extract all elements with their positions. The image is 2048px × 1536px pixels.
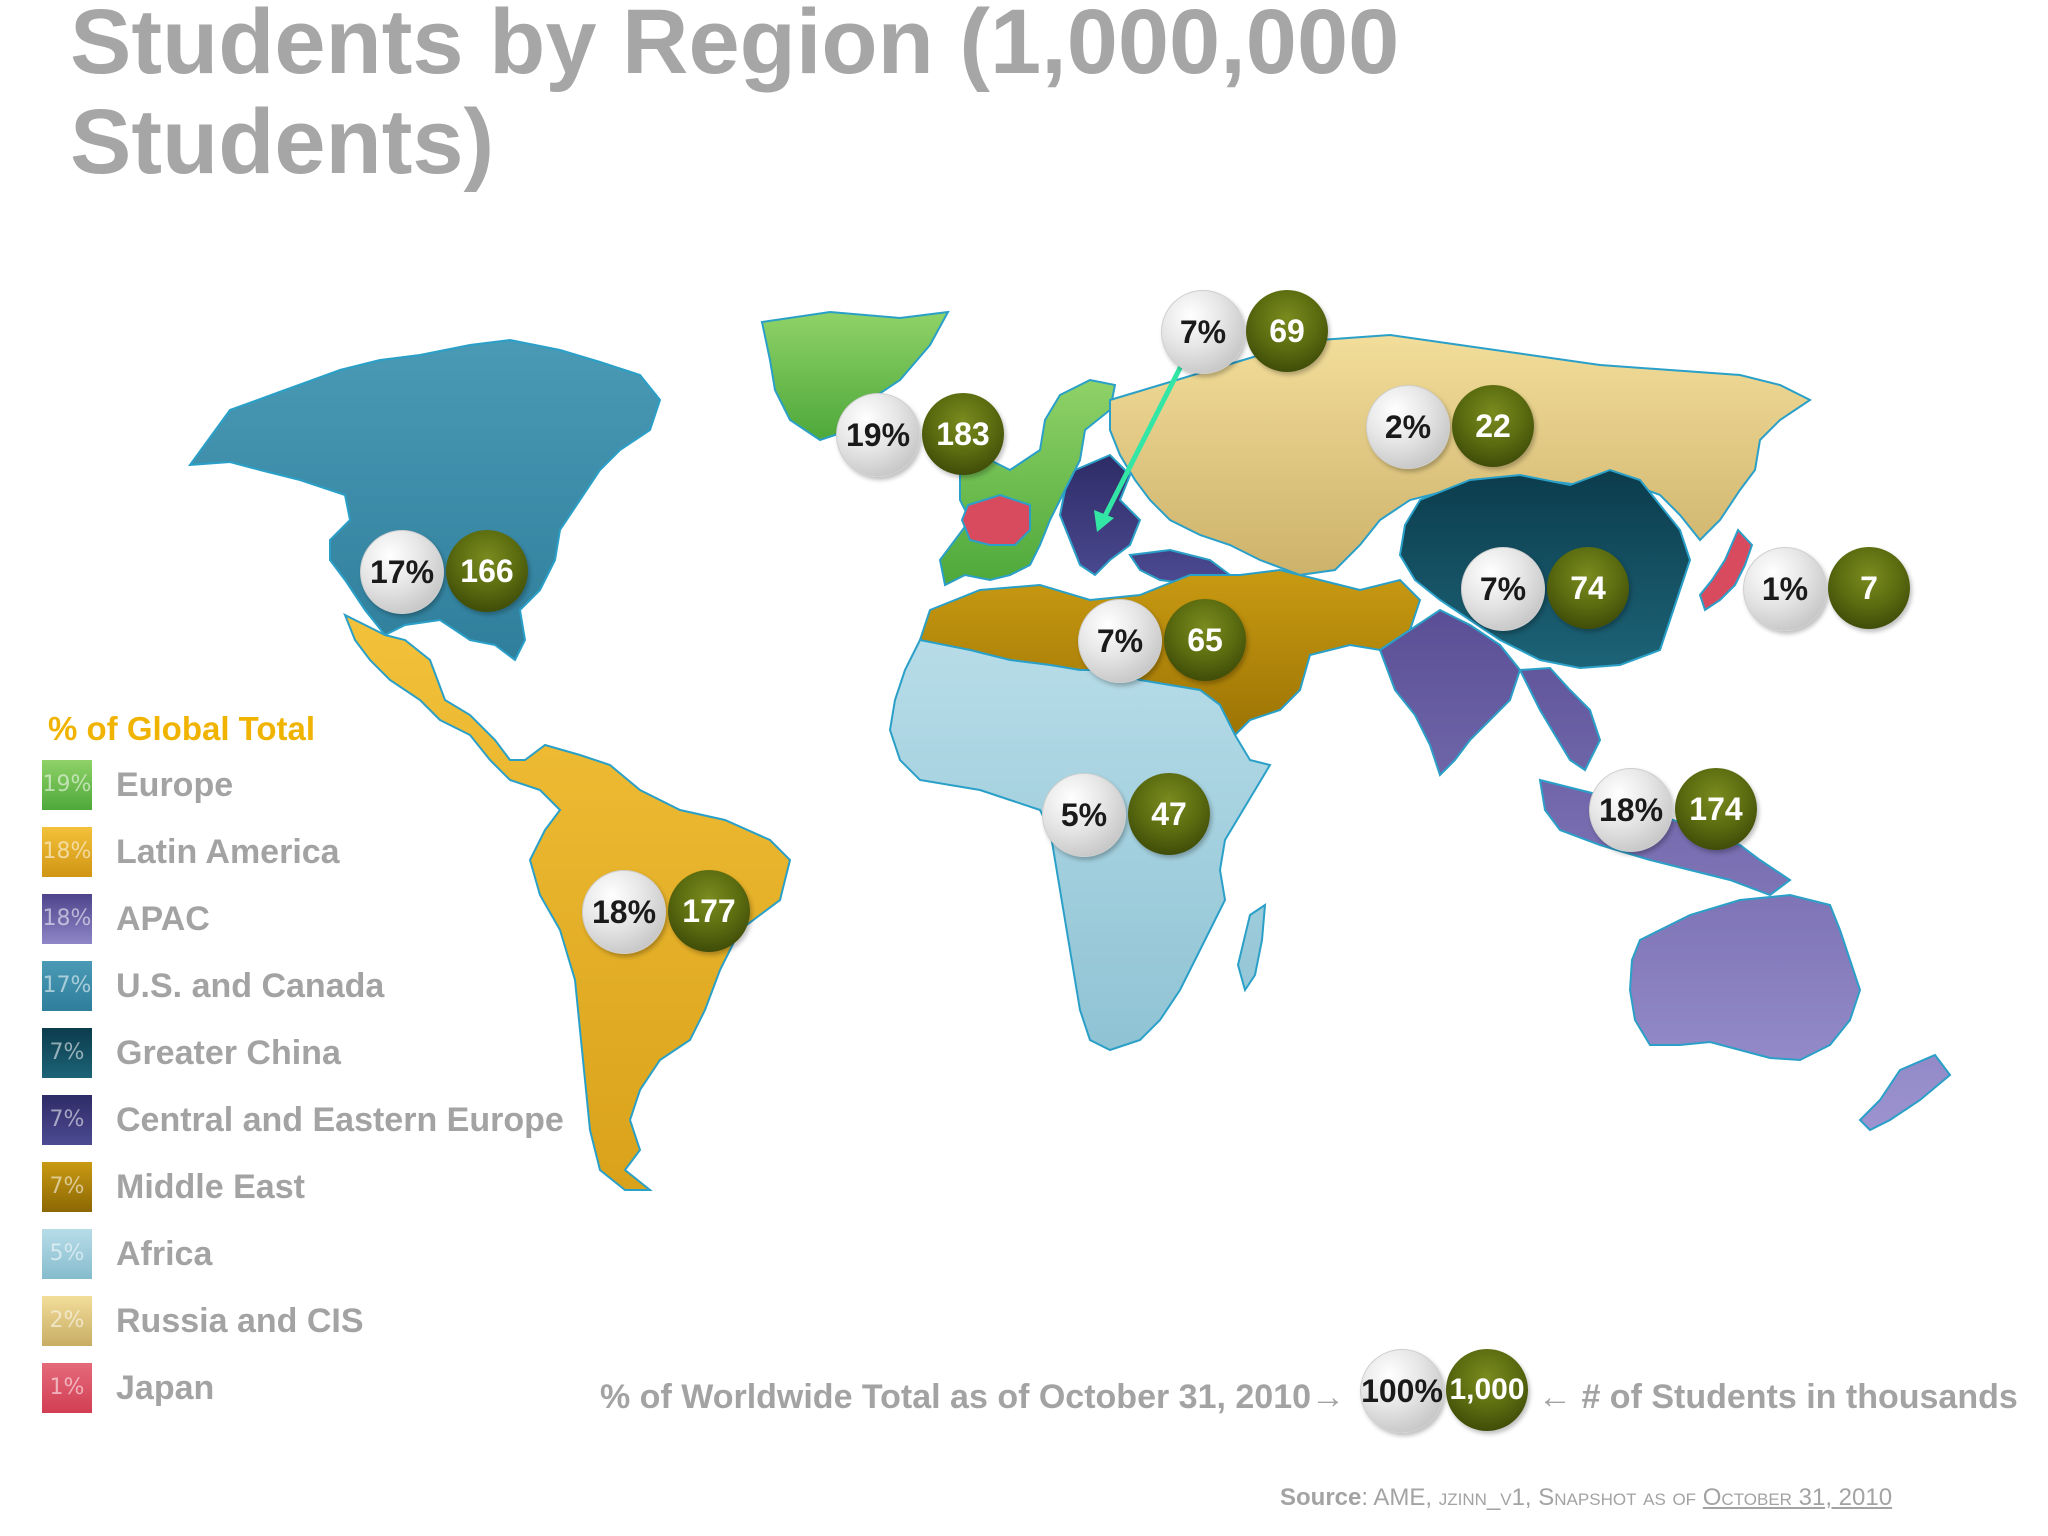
bubble-japan-count: 7 [1828, 547, 1910, 629]
region-apac [1378, 608, 1952, 1132]
bubble-latam-pct: 18% [582, 870, 666, 954]
bubble-africa-pct: 5% [1042, 773, 1126, 857]
bubble-africa-count: 47 [1128, 773, 1210, 855]
bubble-europe-pct: 19% [836, 393, 920, 477]
bubble-us-count: 166 [446, 530, 528, 612]
bubble-total-pct: 100% [1360, 1349, 1444, 1433]
bubble-cee-count: 69 [1246, 290, 1328, 372]
region-latin-america [343, 612, 792, 1191]
bubble-russia-count: 22 [1452, 385, 1534, 467]
region-japan-france [960, 493, 1031, 546]
legend-label: Greater China [116, 1034, 341, 1072]
legend-item-africa: 5% Africa [42, 1229, 602, 1281]
legend-label: Russia and CIS [116, 1302, 364, 1340]
legend-label: U.S. and Canada [116, 967, 385, 1005]
legend-item-russia-cis: 2% Russia and CIS [42, 1296, 602, 1348]
cee-arrow [1100, 360, 1186, 522]
legend-item-us-canada: 17% U.S. and Canada [42, 961, 602, 1013]
legend-label: Africa [116, 1235, 213, 1273]
bubble-cee-pct: 7% [1161, 290, 1245, 374]
bubble-apac-pct: 18% [1589, 768, 1673, 852]
legend-label: Europe [116, 766, 234, 804]
legend-swatch: 7% [42, 1095, 92, 1145]
source-note: Source: AME, jzinn_v1, Snapshot as of Oc… [1280, 1484, 1980, 1512]
bubble-latam-count: 177 [668, 870, 750, 952]
legend-swatch: 19% [42, 760, 92, 810]
bubble-us-pct: 17% [360, 530, 444, 614]
legend-swatch: 2% [42, 1296, 92, 1346]
legend-swatch: 5% [42, 1229, 92, 1279]
legend-label: Japan [116, 1369, 215, 1407]
legend-swatch: 18% [42, 827, 92, 877]
legend-swatch: 17% [42, 961, 92, 1011]
source-text: : AME, jzinn_v1, Snapshot as of [1361, 1484, 1703, 1511]
region-us-canada [187, 338, 662, 662]
legend-swatch: 7% [42, 1028, 92, 1078]
page-title: Students by Region (1,000,000 Students) [70, 0, 1400, 193]
legend-title: % of Global Total [48, 710, 316, 747]
legend-label: Latin America [116, 833, 340, 871]
bubble-china-pct: 7% [1461, 547, 1545, 631]
legend-item-central-eastern-europe: 7% Central and Eastern Europe [42, 1095, 602, 1147]
bubble-middle-east-count: 65 [1164, 599, 1246, 681]
legend-label: Central and Eastern Europe [116, 1101, 564, 1139]
source-label: Source [1280, 1484, 1362, 1511]
bubble-total-count: 1,000 [1446, 1349, 1528, 1431]
legend-item-japan: 1% Japan [42, 1363, 602, 1415]
bubble-russia-pct: 2% [1366, 385, 1450, 469]
bubble-japan-pct: 1% [1743, 547, 1827, 631]
legend-item-greater-china: 7% Greater China [42, 1028, 602, 1080]
legend-item-latin-america: 18% Latin America [42, 827, 602, 879]
legend-label: Middle East [116, 1168, 305, 1206]
footer-count-caption: ← # of Students in thousands [1538, 1378, 2018, 1416]
legend-label: APAC [116, 900, 210, 938]
legend-swatch: 7% [42, 1162, 92, 1212]
legend-swatch: 1% [42, 1363, 92, 1413]
region-japan [1698, 528, 1754, 612]
bubble-apac-count: 174 [1675, 768, 1757, 850]
bubble-china-count: 74 [1547, 547, 1629, 629]
legend-swatch: 18% [42, 894, 92, 944]
region-russia-cis [1109, 333, 1812, 577]
bubble-europe-count: 183 [922, 393, 1004, 475]
legend-item-europe: 19% Europe [42, 760, 602, 812]
bubble-middle-east-pct: 7% [1078, 599, 1162, 683]
legend-item-apac: 18% APAC [42, 894, 602, 946]
cee-arrow-head [1094, 510, 1114, 532]
legend-item-middle-east: 7% Middle East [42, 1162, 602, 1214]
source-date: October 31, 2010 [1702, 1484, 1893, 1511]
footer-pct-caption: % of Worldwide Total as of October 31, 2… [600, 1378, 1346, 1416]
